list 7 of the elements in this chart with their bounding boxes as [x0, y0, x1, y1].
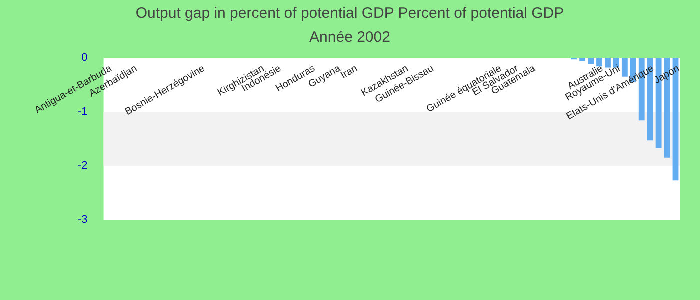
chart-subtitle: Année 2002 — [308, 28, 392, 48]
y-tick-label: -2 — [78, 160, 88, 172]
y-tick-label: -3 — [78, 214, 88, 226]
x-tick-label: Japon — [652, 63, 682, 87]
y-tick-label: 0 — [82, 52, 88, 64]
x-tick-label: Iran — [339, 63, 360, 82]
chart-title: Output gap in percent of potential GDP Percent of potential GDP — [134, 4, 566, 24]
